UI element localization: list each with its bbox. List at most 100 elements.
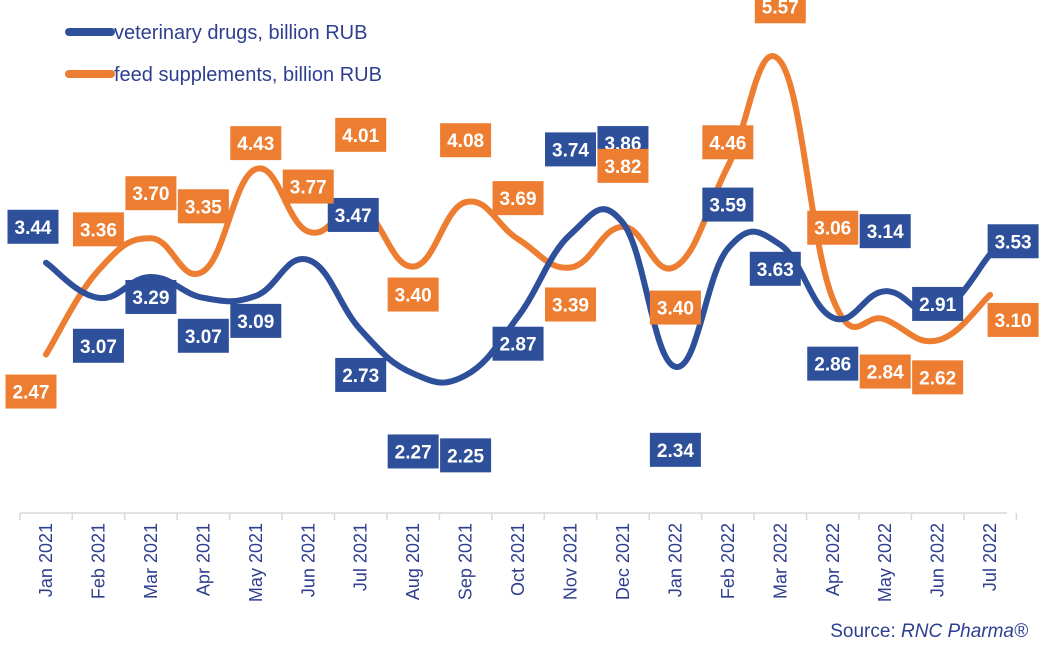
data-label-feed-supplements-billion-rub: 3.82 xyxy=(597,148,649,183)
data-label-text: 2.47 xyxy=(13,383,50,404)
data-label-text: 3.77 xyxy=(290,178,327,199)
legend-item-veterinary-drugs: veterinary drugs, billion RUB xyxy=(65,22,367,44)
data-label-feed-supplements-billion-rub: 4.46 xyxy=(702,125,754,160)
data-label-text: 3.70 xyxy=(132,184,169,205)
data-label-veterinary-drugs-billion-rub: 3.63 xyxy=(749,251,801,286)
data-label-box xyxy=(492,181,544,216)
x-tick-label: May 2022 xyxy=(875,523,895,602)
data-label-veterinary-drugs-billion-rub: 2.25 xyxy=(440,438,492,473)
data-label-box xyxy=(987,302,1039,337)
data-label-veterinary-drugs-billion-rub: 2.34 xyxy=(649,432,701,467)
data-label-box xyxy=(987,224,1039,259)
data-label-feed-supplements-billion-rub: 4.01 xyxy=(335,117,387,152)
data-label-text: 2.73 xyxy=(342,366,379,387)
data-label-feed-supplements-billion-rub: 4.43 xyxy=(230,126,282,161)
data-label-veterinary-drugs-billion-rub: 2.73 xyxy=(335,357,387,392)
data-label-box xyxy=(230,126,282,161)
data-label-feed-supplements-billion-rub: 3.40 xyxy=(649,290,701,325)
data-label-box xyxy=(702,187,754,222)
data-label-text: 3.69 xyxy=(500,189,537,210)
x-tick-label: Feb 2021 xyxy=(88,523,108,599)
x-tick-label: Feb 2022 xyxy=(718,523,738,599)
data-label-box xyxy=(545,132,596,167)
data-label-text: 3.63 xyxy=(757,260,794,281)
data-label-box xyxy=(807,210,859,245)
data-label-veterinary-drugs-billion-rub: 3.47 xyxy=(327,197,379,232)
x-tick-label: Nov 2021 xyxy=(561,523,581,600)
x-tick-label: Dec 2021 xyxy=(613,523,633,600)
data-label-feed-supplements-billion-rub: 3.77 xyxy=(282,169,334,204)
data-label-text: 4.01 xyxy=(342,126,379,147)
data-label-box xyxy=(177,189,229,224)
data-label-text: 3.09 xyxy=(237,312,274,333)
data-label-text: 3.47 xyxy=(335,206,372,227)
data-label-text: 3.82 xyxy=(604,157,641,178)
data-label-box xyxy=(282,169,334,204)
data-label-veterinary-drugs-billion-rub: 2.91 xyxy=(912,286,964,321)
data-label-text: 2.34 xyxy=(657,441,694,462)
data-label-feed-supplements-billion-rub: 3.10 xyxy=(987,302,1039,337)
data-label-text: 2.86 xyxy=(814,355,851,376)
data-label-box xyxy=(912,360,964,395)
data-label-box xyxy=(440,438,492,473)
legend: veterinary drugs, billion RUB feed suppl… xyxy=(65,22,382,86)
data-label-text: 5.57 xyxy=(762,0,799,18)
data-label-feed-supplements-billion-rub: 2.62 xyxy=(912,360,964,395)
data-label-veterinary-drugs-billion-rub: 2.87 xyxy=(492,326,544,361)
data-label-box xyxy=(387,277,439,312)
data-label-box xyxy=(492,326,544,361)
data-label-text: 4.46 xyxy=(709,133,746,154)
data-label-box xyxy=(387,434,439,469)
data-label-text: 2.27 xyxy=(395,442,432,463)
data-label-veterinary-drugs-billion-rub: 3.07 xyxy=(177,318,229,353)
data-label-feed-supplements-billion-rub: 3.06 xyxy=(807,210,859,245)
x-tick-label: Jul 2022 xyxy=(980,523,1000,591)
data-label-feed-supplements-billion-rub: 3.40 xyxy=(387,277,439,312)
data-label-box xyxy=(230,303,282,338)
data-label-box xyxy=(859,214,911,249)
data-label-feed-supplements-billion-rub: 2.84 xyxy=(859,354,911,389)
data-label-text: 3.29 xyxy=(132,288,169,309)
data-label-text: 3.10 xyxy=(995,311,1032,332)
data-label-box xyxy=(125,279,177,314)
data-label-box xyxy=(649,432,701,467)
data-label-veterinary-drugs-billion-rub: 2.86 xyxy=(807,346,859,381)
x-tick-label: Jan 2021 xyxy=(36,523,56,597)
data-label-text: 3.44 xyxy=(15,218,52,239)
data-label-text: 3.53 xyxy=(995,232,1032,253)
data-label-text: 4.08 xyxy=(447,131,484,152)
data-label-text: 3.07 xyxy=(185,327,222,348)
data-label-box xyxy=(859,354,911,389)
source-note: Source: RNC Pharma® xyxy=(830,621,1028,642)
data-label-feed-supplements-billion-rub: 3.36 xyxy=(72,212,124,247)
data-label-box xyxy=(754,0,806,24)
data-label-box xyxy=(440,123,492,158)
data-label-veterinary-drugs-billion-rub: 3.29 xyxy=(125,279,177,314)
data-label-box xyxy=(335,117,387,152)
source-name: RNC Pharma® xyxy=(901,621,1028,642)
data-label-text: 2.84 xyxy=(867,363,904,384)
data-label-feed-supplements-billion-rub: 3.35 xyxy=(177,189,229,224)
x-tick-label: Aug 2021 xyxy=(403,523,423,600)
data-label-veterinary-drugs-billion-rub: 3.59 xyxy=(702,187,754,222)
data-label-box xyxy=(545,287,596,322)
data-label-feed-supplements-billion-rub: 4.08 xyxy=(440,123,492,158)
x-tick-label: Jul 2021 xyxy=(351,523,371,591)
x-tick-label: Jun 2021 xyxy=(298,523,318,597)
x-tick-label: May 2021 xyxy=(246,523,266,602)
data-label-text: 3.40 xyxy=(395,286,432,307)
data-label-box xyxy=(7,209,59,244)
x-axis: Jan 2021 Feb 2021 Mar 2021 Apr 2021 May 2021… xyxy=(19,512,1018,602)
data-label-text: 4.43 xyxy=(237,134,274,155)
data-label-veterinary-drugs-billion-rub: 3.14 xyxy=(859,214,911,249)
x-tick-label: Oct 2021 xyxy=(508,523,528,596)
data-labels: 3.44 3.07 3.29 3.07 3.09 3.47 2.73 2.27 2.25 2.87… xyxy=(5,0,1039,473)
source-prefix: Source: xyxy=(830,621,901,642)
data-label-box xyxy=(72,328,124,363)
data-label-box xyxy=(335,357,387,392)
data-label-box xyxy=(597,148,649,183)
data-label-box xyxy=(702,125,754,160)
data-label-text: 3.06 xyxy=(814,219,851,240)
x-tick-label: Apr 2022 xyxy=(823,523,843,596)
